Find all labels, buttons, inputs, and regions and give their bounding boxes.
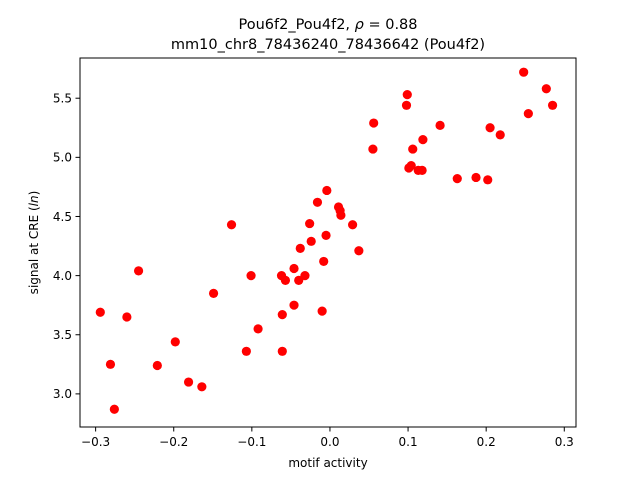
data-point <box>289 263 299 274</box>
data-point <box>277 346 287 356</box>
data-point <box>295 243 305 254</box>
x-tick-label: 0.0 <box>320 435 339 449</box>
data-point <box>95 307 105 317</box>
data-point <box>208 288 219 298</box>
data-point <box>170 337 180 347</box>
data-point <box>547 100 558 110</box>
x-tick-label: −0.1 <box>237 435 266 449</box>
data-point <box>152 360 162 371</box>
plot-area <box>79 57 577 428</box>
y-tick-label: 5.5 <box>53 92 72 106</box>
x-axis-label: motif activity <box>288 456 367 470</box>
data-point <box>312 197 323 207</box>
data-point <box>336 210 346 220</box>
data-point <box>417 165 427 175</box>
data-point <box>246 271 256 281</box>
x-axis: −0.3 −0.2 −0.1 0.0 0.1 0.2 0.3 <box>81 427 574 449</box>
chart-title-line1: Pou6f2_Pou4f2, ρ = 0.88 <box>238 17 417 33</box>
data-point <box>523 108 533 119</box>
data-point <box>306 236 316 246</box>
data-point <box>348 220 358 230</box>
data-point <box>289 300 299 310</box>
y-tick-label: 3.5 <box>53 328 72 342</box>
data-point <box>105 359 116 369</box>
y-axis-label: signal at CRE (ln) <box>27 191 41 295</box>
data-point <box>519 67 529 77</box>
data-point <box>305 218 315 229</box>
data-point <box>322 185 332 196</box>
data-point <box>495 130 505 140</box>
y-tick-label: 4.5 <box>53 210 72 224</box>
x-tick-label: 0.1 <box>399 435 418 449</box>
data-point <box>300 271 310 281</box>
y-tick-label: 4.0 <box>53 269 72 283</box>
data-point <box>226 220 237 230</box>
data-point <box>401 100 412 110</box>
data-point <box>319 256 329 267</box>
data-point <box>418 135 428 145</box>
x-tick-label: 0.3 <box>555 435 574 449</box>
data-points <box>95 67 558 414</box>
y-tick-label: 5.0 <box>53 151 72 165</box>
x-tick-label: −0.3 <box>81 435 110 449</box>
data-point <box>406 161 416 171</box>
data-point <box>471 172 481 183</box>
data-point <box>368 144 378 154</box>
rho-symbol: ρ <box>355 17 365 33</box>
data-point <box>485 123 495 133</box>
data-point <box>241 346 251 356</box>
data-point <box>122 312 132 322</box>
y-axis: 3.0 3.5 4.0 4.5 5.0 5.5 <box>53 92 80 401</box>
data-point <box>541 84 551 94</box>
data-point <box>253 324 263 334</box>
data-point <box>277 310 287 320</box>
data-point <box>109 404 119 414</box>
data-point <box>280 275 291 285</box>
data-point <box>321 230 331 240</box>
x-tick-label: −0.2 <box>159 435 188 449</box>
data-point <box>408 144 418 154</box>
data-point <box>133 266 144 276</box>
data-point <box>452 174 462 184</box>
data-point <box>294 275 304 285</box>
chart-title-line2: mm10_chr8_78436240_78436642 (Pou4f2) <box>171 37 485 53</box>
data-point <box>435 120 445 131</box>
y-tick-label: 3.0 <box>53 387 72 401</box>
data-point <box>197 382 207 392</box>
data-point <box>317 306 327 316</box>
data-point <box>483 175 493 185</box>
data-point <box>402 90 412 100</box>
axes-frame <box>79 57 577 428</box>
x-tick-label: 0.2 <box>477 435 496 449</box>
data-point <box>369 118 379 128</box>
data-point <box>354 246 364 256</box>
data-point <box>183 377 194 387</box>
